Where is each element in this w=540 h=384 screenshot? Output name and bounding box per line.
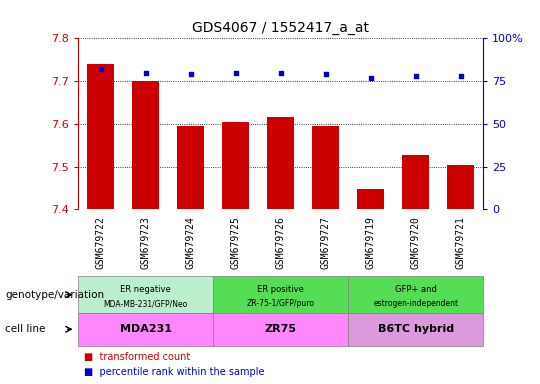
Text: GSM679719: GSM679719 — [366, 217, 376, 269]
Bar — [213, 313, 348, 346]
Text: GSM679724: GSM679724 — [186, 217, 196, 269]
Text: ZR75: ZR75 — [265, 324, 297, 334]
Bar — [447, 165, 474, 209]
Bar — [348, 313, 483, 346]
Text: GSM679723: GSM679723 — [141, 217, 151, 269]
Text: GSM679726: GSM679726 — [276, 217, 286, 269]
Bar — [348, 276, 483, 313]
Text: ■  transformed count: ■ transformed count — [84, 352, 190, 362]
Point — [186, 71, 195, 77]
Text: GSM679720: GSM679720 — [411, 217, 421, 269]
Bar — [357, 189, 384, 209]
Point — [97, 66, 105, 72]
Bar — [132, 81, 159, 209]
Point — [367, 74, 375, 81]
Bar — [177, 126, 204, 209]
Bar — [78, 313, 213, 346]
Bar — [312, 126, 339, 209]
Text: ■  percentile rank within the sample: ■ percentile rank within the sample — [84, 367, 264, 377]
Text: MDA-MB-231/GFP/Neo: MDA-MB-231/GFP/Neo — [104, 300, 188, 308]
Bar — [267, 118, 294, 209]
Point — [141, 70, 150, 76]
Text: ER positive: ER positive — [258, 285, 304, 294]
Bar — [78, 276, 213, 313]
Bar — [87, 64, 114, 209]
Text: estrogen-independent: estrogen-independent — [373, 300, 458, 308]
Point — [276, 70, 285, 76]
Point — [411, 73, 420, 79]
Point — [321, 71, 330, 77]
Text: ER negative: ER negative — [120, 285, 171, 294]
Text: B6TC hybrid: B6TC hybrid — [378, 324, 454, 334]
Text: genotype/variation: genotype/variation — [5, 290, 105, 300]
Title: GDS4067 / 1552417_a_at: GDS4067 / 1552417_a_at — [192, 21, 369, 35]
Bar — [222, 122, 249, 209]
Text: GSM679725: GSM679725 — [231, 217, 241, 269]
Text: GSM679727: GSM679727 — [321, 217, 331, 269]
Bar — [213, 276, 348, 313]
Text: GFP+ and: GFP+ and — [395, 285, 437, 294]
Text: GSM679721: GSM679721 — [456, 217, 466, 269]
Text: MDA231: MDA231 — [120, 324, 172, 334]
Point — [232, 70, 240, 76]
Point — [456, 73, 465, 79]
Text: ZR-75-1/GFP/puro: ZR-75-1/GFP/puro — [247, 300, 315, 308]
Text: cell line: cell line — [5, 324, 46, 334]
Bar — [402, 155, 429, 209]
Text: GSM679722: GSM679722 — [96, 217, 106, 269]
